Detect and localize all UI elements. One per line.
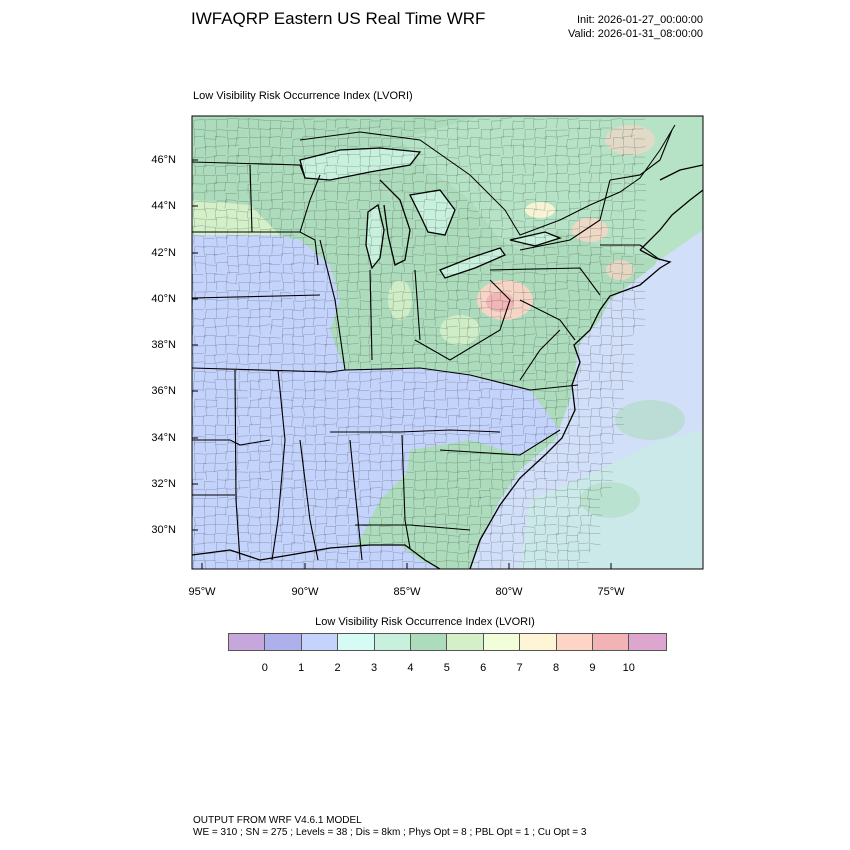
colorbar-swatch — [301, 634, 339, 650]
gulf-area — [270, 545, 440, 569]
plot-title: IWFAQRP Eastern US Real Time WRF — [191, 9, 486, 28]
lon-label: 90°W — [291, 586, 319, 598]
risk-patch — [388, 280, 412, 320]
lat-label: 44°N — [151, 200, 176, 212]
lat-label: 30°N — [151, 524, 176, 536]
colorbar-tick: 0 — [261, 662, 268, 674]
low-risk-area — [192, 230, 560, 569]
risk-patch — [440, 315, 480, 345]
colorbar-tick: 4 — [407, 662, 414, 674]
midwest-area — [192, 200, 280, 235]
state-lines — [192, 129, 673, 561]
colorbar-tick: 6 — [480, 662, 487, 674]
lat-label: 40°N — [151, 293, 176, 305]
axis-ticks — [192, 159, 612, 569]
risk-patch — [605, 125, 655, 155]
lon-label: 85°W — [393, 586, 421, 598]
colorbar-swatch — [483, 634, 521, 650]
colorbar-title: Low Visibility Risk Occurrence Index (LV… — [315, 616, 535, 628]
lake-michigan — [366, 205, 384, 268]
map-frame — [191, 115, 704, 570]
map-subtitle: Low Visibility Risk Occurrence Index (LV… — [193, 90, 413, 102]
risk-patch — [615, 400, 685, 440]
lat-label: 42°N — [151, 247, 176, 259]
colorbar-tick: 5 — [443, 662, 450, 674]
colorbar-swatch — [265, 634, 302, 650]
lat-label: 36°N — [151, 385, 176, 397]
county-lines — [192, 117, 647, 569]
valid-time: Valid: 2026-01-31_08:00:00 — [568, 28, 703, 40]
colorbar-swatch — [629, 634, 666, 650]
risk-patch — [580, 482, 640, 518]
colorbar-tick: 10 — [622, 662, 635, 674]
model-version: OUTPUT FROM WRF V4.6.1 MODEL — [193, 815, 362, 826]
colorbar-tick: 1 — [298, 662, 305, 674]
colorbar-swatch — [520, 634, 557, 650]
county-grid-path — [192, 117, 647, 569]
colorbar-swatch — [338, 634, 375, 650]
international-border — [299, 124, 676, 236]
lon-label: 95°W — [188, 586, 216, 598]
lat-label: 46°N — [151, 154, 176, 166]
colorbar-tick: 7 — [516, 662, 523, 674]
map-field — [192, 116, 703, 569]
colorbar-swatch — [592, 634, 630, 650]
model-info: OUTPUT FROM WRF V4.6.1 MODEL WE = 310 ; … — [193, 815, 586, 839]
colorbar-tick: 3 — [370, 662, 378, 674]
model-config: WE = 310 ; SN = 275 ; Levels = 38 ; Dis … — [193, 827, 587, 838]
colorbar-swatch — [410, 634, 448, 650]
lake-erie — [440, 248, 505, 278]
risk-patch — [525, 202, 555, 218]
lat-label: 38°N — [151, 339, 176, 351]
lon-label: 75°W — [597, 586, 625, 598]
colorbar — [228, 633, 667, 651]
init-time: Init: 2026-01-27_00:00:00 — [577, 14, 703, 26]
colorbar-swatch — [229, 634, 266, 650]
lat-label: 34°N — [151, 432, 176, 444]
time-info: Init: 2026-01-27_00:00:00 Valid: 2026-01… — [568, 13, 703, 41]
coastlines — [192, 147, 703, 569]
colorbar-swatch — [374, 634, 411, 650]
colorbar-tick: 2 — [334, 662, 341, 674]
colorbar-swatch — [447, 634, 484, 650]
colorbar-tick: 9 — [589, 662, 596, 674]
colorbar-swatch — [556, 634, 593, 650]
risk-patch — [572, 218, 608, 242]
lon-label: 80°W — [495, 586, 523, 598]
lake-huron — [410, 190, 455, 235]
lat-label: 32°N — [151, 478, 176, 490]
colorbar-tick: 8 — [552, 662, 560, 674]
risk-patch — [606, 260, 634, 280]
